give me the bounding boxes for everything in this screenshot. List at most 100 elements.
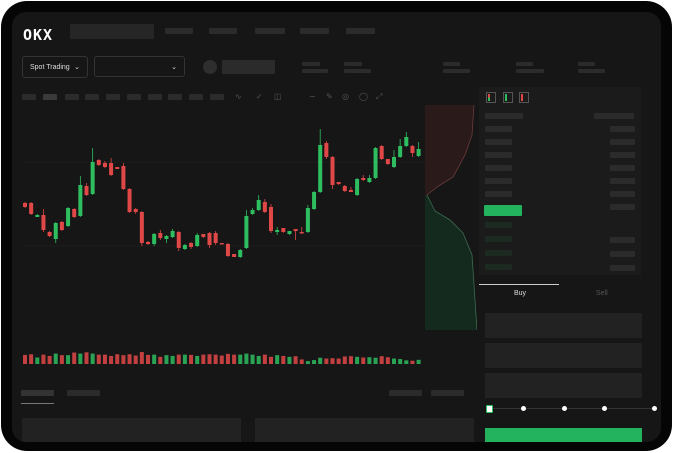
amount-input[interactable] — [485, 343, 642, 368]
volume-bar — [164, 355, 169, 364]
book-amount — [610, 204, 635, 210]
slider-step-75[interactable] — [602, 406, 607, 411]
fullscreen-icon[interactable]: ⤢ — [376, 92, 383, 101]
book-header-price — [485, 113, 523, 119]
candle-body — [330, 157, 335, 185]
depth-asks-area — [425, 105, 474, 195]
ask-price — [485, 126, 512, 132]
line-tool-icon[interactable]: ∼ — [309, 92, 316, 101]
slider-step-100[interactable] — [652, 406, 657, 411]
nav-item[interactable] — [346, 28, 375, 34]
candle-body — [23, 203, 27, 207]
percent-slider[interactable] — [488, 408, 656, 409]
camera-icon[interactable]: ◎ — [342, 92, 349, 101]
tab-sell-label: Sell — [596, 290, 608, 297]
timeframe-button[interactable] — [65, 94, 79, 100]
nav-item[interactable] — [255, 28, 285, 34]
ask-price — [485, 152, 512, 158]
settings-icon[interactable]: ◯ — [359, 92, 368, 101]
stat-value — [302, 69, 328, 73]
filter-button[interactable] — [389, 390, 422, 396]
nav-item[interactable] — [165, 28, 193, 34]
candlestick-chart[interactable] — [12, 105, 425, 370]
timeframe-button[interactable] — [22, 94, 36, 100]
tab-sell[interactable]: Sell — [560, 284, 641, 304]
book-both-icon[interactable] — [486, 92, 496, 103]
timeframe-button[interactable] — [189, 94, 203, 100]
book-asks-icon[interactable] — [519, 92, 529, 103]
nav-item[interactable] — [209, 28, 237, 34]
total-input[interactable] — [485, 373, 642, 398]
nav-item[interactable] — [300, 28, 329, 34]
timeframe-button[interactable] — [210, 94, 224, 100]
candle-body — [256, 200, 261, 210]
candle-body — [139, 212, 144, 243]
candle-body — [41, 215, 46, 230]
timeframe-button[interactable] — [148, 94, 162, 100]
search-bar[interactable] — [70, 24, 154, 39]
candle-body — [170, 231, 175, 237]
candle-body — [182, 245, 187, 249]
tab-open-orders[interactable] — [21, 390, 54, 396]
ruler-icon[interactable]: ✎ — [326, 92, 333, 101]
bid-price — [485, 250, 512, 256]
timeframe-button[interactable] — [127, 94, 141, 100]
buy-button[interactable] — [485, 428, 642, 442]
candle-body — [225, 244, 230, 256]
stat-value — [578, 69, 605, 73]
volume-bar — [139, 352, 144, 364]
timeframe-button[interactable] — [168, 94, 182, 100]
candle-body — [293, 229, 298, 231]
slider-step-25[interactable] — [521, 406, 526, 411]
volume-bar — [262, 354, 267, 364]
candle-type-icon[interactable]: ✓ — [256, 92, 263, 101]
timeframe-button[interactable] — [106, 94, 120, 100]
volume-bar — [133, 355, 138, 364]
candle-body — [367, 178, 372, 182]
tab-buy-label: Buy — [514, 290, 527, 297]
timeframe-button[interactable] — [85, 94, 99, 100]
candle-body — [164, 236, 169, 239]
last-price — [484, 205, 522, 216]
volume-bar — [355, 356, 360, 364]
volume-bar — [281, 355, 286, 364]
okx-logo[interactable]: OKX — [23, 26, 54, 44]
indicator-icon[interactable]: ∿ — [235, 92, 242, 101]
assets-panel — [255, 418, 474, 442]
candle-body — [373, 148, 378, 178]
volume-bar — [47, 355, 52, 364]
tab-buy[interactable]: Buy — [479, 284, 559, 305]
depth-chart — [425, 105, 477, 330]
volume-bar — [269, 356, 273, 364]
price-input[interactable] — [485, 313, 642, 338]
candle-body — [115, 167, 120, 169]
stat-value — [344, 69, 371, 73]
candle-body — [348, 190, 353, 192]
timeframe-icon[interactable]: ◫ — [274, 92, 282, 101]
volume-bar — [53, 353, 58, 364]
book-bids-icon[interactable] — [503, 92, 513, 103]
candle-body — [133, 209, 138, 212]
volume-bar — [29, 354, 34, 364]
ask-amount — [610, 126, 635, 132]
candle-body — [189, 243, 194, 247]
candle-body — [84, 186, 89, 195]
pair-select[interactable]: ⌄ — [94, 56, 185, 77]
volume-bar — [416, 359, 421, 364]
filter-button[interactable] — [431, 390, 464, 396]
slider-handle[interactable] — [486, 405, 493, 413]
candle-body — [312, 192, 317, 209]
market-type-dropdown[interactable]: Spot Trading ⌄ — [22, 56, 88, 78]
ask-amount — [610, 152, 635, 158]
depth-bids-line — [426, 194, 477, 330]
tab-order-history[interactable] — [67, 390, 100, 396]
candle-body — [35, 215, 40, 217]
timeframe-button[interactable] — [43, 94, 57, 100]
coin-avatar — [203, 60, 217, 74]
volume-bar — [361, 357, 366, 364]
volume-bar — [379, 356, 384, 364]
candle-body — [355, 179, 360, 195]
volume-bar — [109, 355, 114, 364]
ask-amount — [610, 178, 635, 184]
slider-step-50[interactable] — [562, 406, 567, 411]
